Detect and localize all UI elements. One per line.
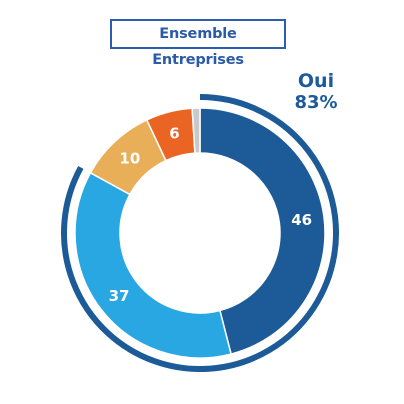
oui-outer-arc-layer [61,94,339,372]
slice-0 [199,107,326,355]
slices-layer [74,107,326,359]
data-label-2: 10 [119,149,140,167]
data-label-0: 46 [291,211,312,229]
slice-4 [191,107,201,154]
data-label-1: 37 [109,287,130,305]
data-label-3: 6 [169,125,179,143]
oui-percentage: 83% [294,92,338,113]
data-labels-layer: 46 37 10 6 [109,125,313,305]
oui-bracket-arc [61,94,339,372]
oui-annotation: Oui 83% [286,70,346,114]
slice-1 [74,171,232,359]
chart-title: Ensemble Entreprises [110,19,286,68]
oui-label: Oui [297,70,335,92]
